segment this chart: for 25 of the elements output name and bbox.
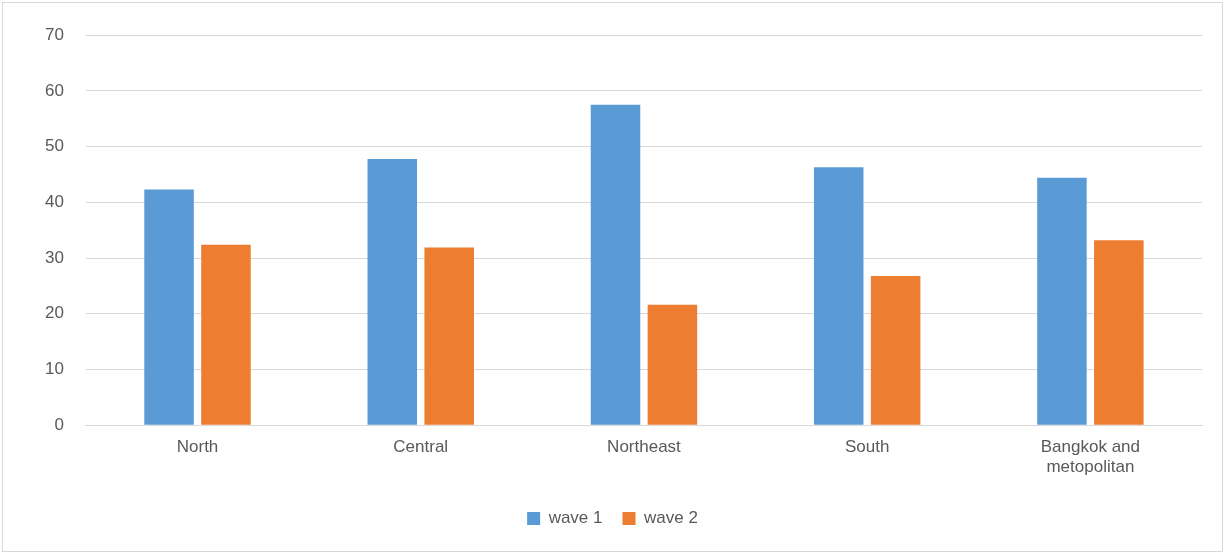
- bar: [647, 304, 698, 425]
- bar: [424, 247, 474, 425]
- x-tick-label: North: [176, 437, 219, 457]
- y-tick-label: 50: [44, 136, 64, 156]
- y-tick-label: 20: [44, 303, 64, 323]
- y-tick-label: 70: [44, 24, 64, 44]
- x-tick-label: South: [844, 437, 890, 457]
- bar: [1037, 177, 1087, 425]
- x-tick-label: Central: [393, 437, 449, 457]
- bar: [1094, 240, 1144, 425]
- bar: [813, 167, 864, 425]
- y-tick-label: 0: [54, 414, 64, 434]
- bar: [870, 275, 921, 425]
- x-tick-label: Bangkok and metopolitan: [1040, 437, 1141, 477]
- x-tick-label: Northeast: [607, 437, 682, 457]
- bar: [144, 189, 194, 425]
- bar: [201, 244, 251, 425]
- y-tick-label: 60: [44, 80, 64, 100]
- y-tick-label: 30: [44, 247, 64, 267]
- legend-label: wave 1: [547, 508, 603, 528]
- bar: [590, 104, 641, 425]
- legend-label: wave 2: [643, 508, 698, 528]
- y-tick-label: 40: [44, 192, 64, 212]
- y-tick-label: 10: [44, 359, 64, 379]
- bar: [367, 158, 418, 425]
